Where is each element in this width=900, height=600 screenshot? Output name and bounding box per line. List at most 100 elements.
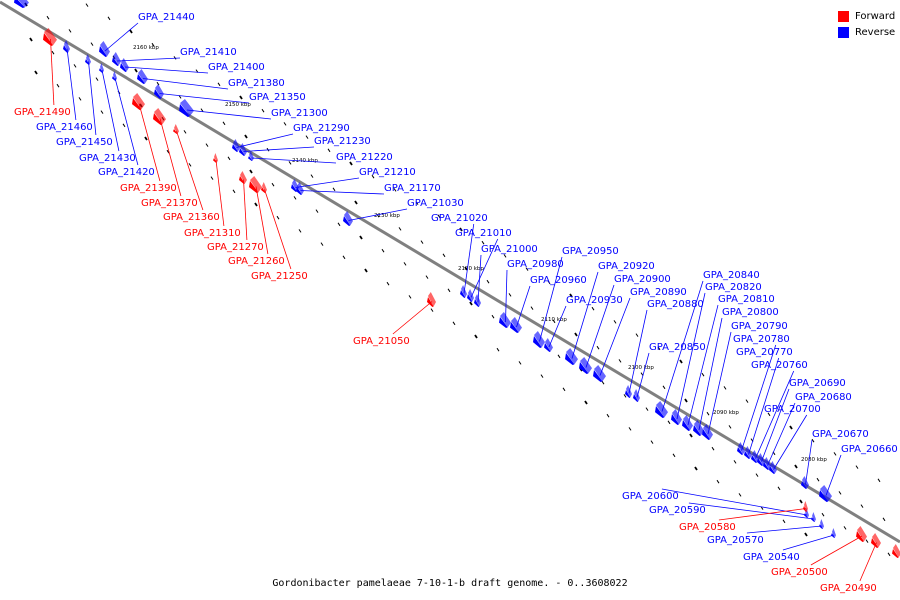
- gene-leader-line: [255, 186, 269, 255]
- forward-swatch: [838, 10, 849, 22]
- gene-glyph-body: [153, 113, 163, 125]
- gene-glyph-shadow: [180, 99, 194, 117]
- gene-glyph-shadow: [174, 124, 179, 134]
- gene-glyph: [737, 442, 745, 455]
- tick-mark: [305, 135, 309, 139]
- gene-glyph-shadow: [857, 526, 867, 542]
- tick-mark: [183, 130, 187, 134]
- gene-glyph: [179, 99, 194, 117]
- tick-mark: [486, 279, 490, 284]
- gene-leader-line: [755, 370, 795, 459]
- gene-leader-line: [585, 284, 615, 368]
- gene-glyph: [671, 409, 682, 425]
- gene-leader-line: [825, 454, 842, 496]
- gene-glyph-shadow: [764, 457, 771, 470]
- gene-glyph-shadow: [683, 415, 693, 431]
- gene-glyph-body: [625, 390, 631, 398]
- gene-label: GPA_20960: [530, 275, 587, 286]
- gene-glyph: [744, 446, 752, 459]
- gene-label: GPA_21260: [228, 256, 285, 267]
- tick-mark: [222, 121, 226, 126]
- gene-glyph-shadow: [594, 365, 606, 382]
- gene-leader-line: [392, 301, 433, 335]
- legend-reverse: Reverse: [838, 24, 895, 40]
- gene-label: GPA_21230: [314, 136, 371, 147]
- gene-label: GPA_21450: [56, 137, 113, 148]
- gene-glyph-shadow: [545, 338, 553, 352]
- tick-mark: [459, 227, 463, 232]
- gene-glyph: [769, 461, 777, 474]
- tick-mark: [481, 240, 485, 245]
- gene-leader-line: [661, 488, 808, 516]
- tick-mark: [606, 413, 610, 418]
- gene-glyph-body: [499, 317, 508, 328]
- gene-glyph-body: [871, 538, 879, 548]
- gene-leader-line: [295, 177, 360, 188]
- tick-mark: [156, 81, 160, 86]
- tick-mark: [821, 512, 825, 517]
- gene-leader-line: [243, 146, 315, 152]
- tick-mark: [508, 293, 512, 297]
- gene-glyph-body: [296, 187, 302, 195]
- tick-mark: [562, 387, 566, 392]
- tick-mark: [838, 491, 842, 495]
- tick-mark: [518, 361, 522, 365]
- gene-glyph: [249, 176, 262, 193]
- tick-mark: [667, 420, 671, 425]
- gene-glyph-body: [137, 74, 145, 84]
- gene-label: GPA_21460: [36, 122, 93, 133]
- gene-label: GPA_20800: [722, 307, 779, 318]
- gene-leader-line: [88, 61, 97, 136]
- tick-mark: [618, 359, 622, 363]
- gene-glyph: [763, 457, 771, 470]
- gene-glyph: [213, 153, 218, 163]
- gene-leader-line: [142, 78, 229, 90]
- gene-glyph-body: [474, 299, 480, 307]
- tick-mark: [354, 200, 358, 205]
- gene-glyph-shadow: [240, 171, 247, 184]
- gene-glyph-body: [179, 104, 190, 117]
- tick-mark: [782, 519, 786, 524]
- gene-glyph-shadow: [804, 501, 808, 512]
- gene-glyph-shadow: [100, 63, 104, 73]
- gene-glyph-body: [801, 481, 807, 489]
- gene-glyph-shadow: [745, 446, 752, 459]
- tick-mark: [540, 374, 544, 378]
- gene-glyph-shadow: [121, 58, 129, 72]
- tick-mark: [34, 70, 38, 75]
- tick-mark: [337, 222, 341, 227]
- gene-glyph-shadow: [634, 389, 640, 402]
- gene-leader-line: [251, 157, 337, 164]
- gene-leader-line: [159, 93, 250, 104]
- tick-mark: [833, 452, 837, 456]
- gene-label: GPA_20780: [733, 334, 790, 345]
- tick-mark: [777, 486, 781, 491]
- gene-label: GPA_21400: [208, 62, 265, 73]
- tick-mark: [261, 108, 265, 113]
- tick-mark: [73, 64, 77, 68]
- gene-glyph-shadow: [703, 424, 713, 440]
- gene-leader-line: [676, 292, 706, 420]
- gene-glyph-body: [173, 129, 178, 134]
- gene-label: GPA_21300: [271, 108, 328, 119]
- tick-mark: [716, 479, 720, 484]
- gene-glyph: [427, 292, 436, 307]
- gene-leader-line: [539, 256, 563, 342]
- gene-glyph: [137, 69, 148, 84]
- gene-leader-line: [124, 66, 209, 74]
- gene-glyph-body: [14, 0, 25, 8]
- gene-glyph: [232, 139, 240, 152]
- gene-glyph-shadow: [155, 84, 164, 99]
- tick-mark: [442, 253, 446, 258]
- gene-glyph-body: [533, 336, 542, 348]
- gene-glyph-body: [579, 362, 589, 374]
- tick-mark: [679, 359, 683, 364]
- gene-glyph-body: [757, 458, 763, 466]
- gene-label: GPA_21420: [98, 167, 155, 178]
- gene-label: GPA_20680: [795, 392, 852, 403]
- gene-glyph-body: [671, 414, 679, 425]
- tick-mark: [288, 161, 292, 165]
- gene-glyph: [565, 348, 578, 365]
- gene-glyph-body: [593, 370, 603, 382]
- tick-mark: [574, 332, 578, 337]
